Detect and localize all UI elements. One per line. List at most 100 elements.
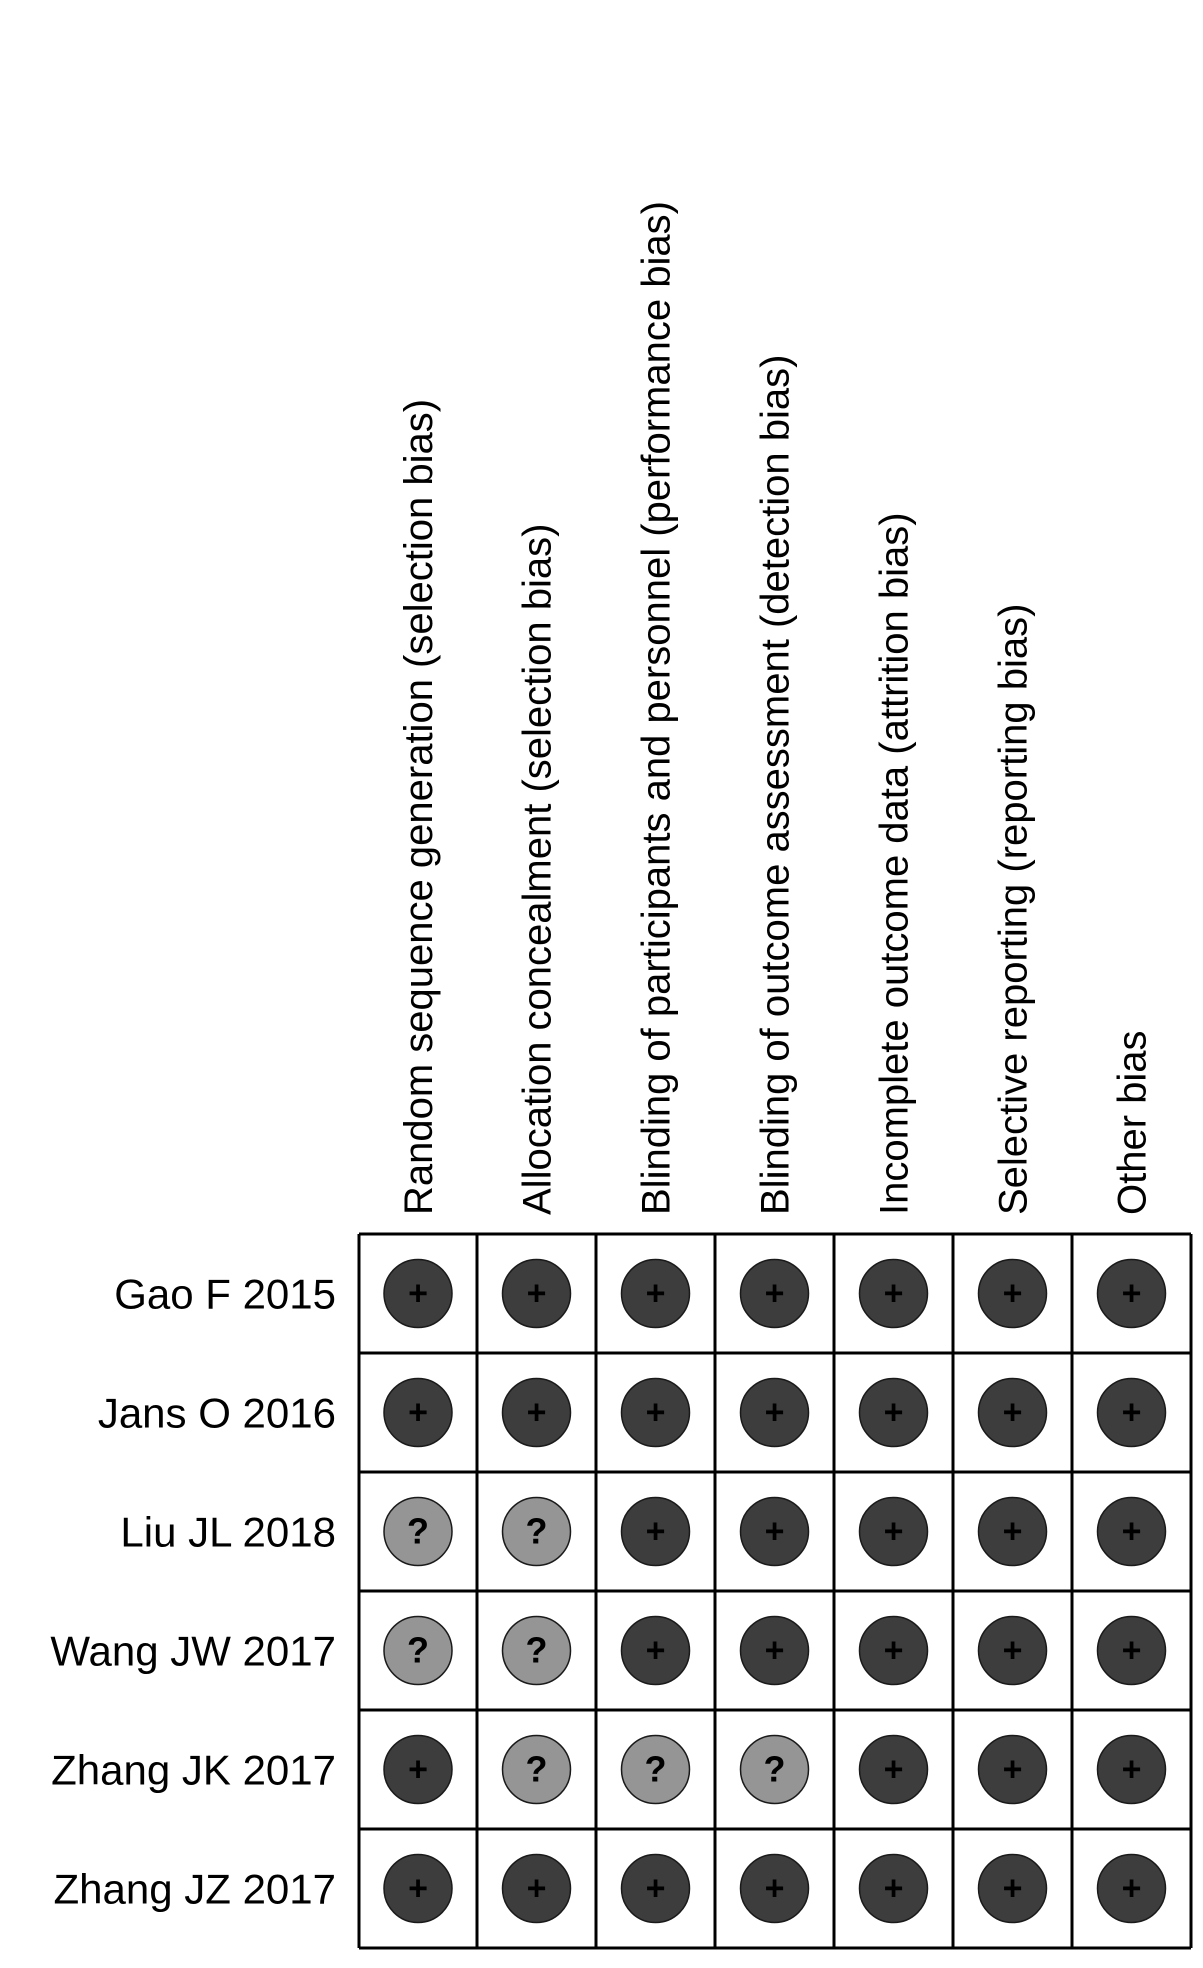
row-label-liu-jl-2018: Liu JL 2018 (120, 1509, 336, 1556)
low-risk-marker (858, 1258, 929, 1329)
column-header-4: Blinding of outcome assessment (detectio… (754, 355, 798, 1215)
low-risk-marker (620, 1377, 691, 1448)
judgement-symbol: + (884, 1632, 904, 1670)
judgement-symbol: + (1122, 1394, 1142, 1432)
cell-jans-o-2016-7: + (1096, 1377, 1167, 1448)
cell-zhang-jz-2017-3: + (620, 1853, 691, 1924)
cell-zhang-jz-2017-1: + (383, 1853, 453, 1924)
judgement-symbol: + (1003, 1394, 1023, 1432)
column-headers: Random sequence generation (selection bi… (397, 201, 1155, 1215)
grid-lines (357, 1232, 1193, 1950)
cell-jans-o-2016-4: + (739, 1377, 810, 1448)
cell-liu-jl-2018-5: + (858, 1496, 929, 1567)
unclear-risk-marker (501, 1734, 572, 1805)
row-labels: Gao F 2015 Jans O 2016 Liu JL 2018 Wang JW … (50, 1271, 336, 1913)
cell-jans-o-2016-5: + (858, 1377, 929, 1448)
low-risk-marker (977, 1496, 1048, 1567)
judgement-symbol: + (646, 1870, 666, 1908)
unclear-risk-marker (620, 1734, 691, 1805)
judgement-symbol: + (1122, 1632, 1142, 1670)
judgement-symbol: + (765, 1870, 785, 1908)
cell-zhang-jz-2017-4: + (739, 1853, 810, 1924)
cell-wang-jw-2017-6: + (977, 1615, 1048, 1686)
judgement-symbol: ? (526, 1630, 548, 1671)
cell-jans-o-2016-3: + (620, 1377, 691, 1448)
low-risk-marker (739, 1496, 810, 1567)
judgement-symbol: ? (407, 1630, 429, 1671)
low-risk-marker (739, 1258, 810, 1329)
judgement-symbol: + (765, 1513, 785, 1551)
cell-zhang-jk-2017-4: ? (739, 1734, 810, 1805)
judgement-symbol: + (527, 1275, 547, 1313)
low-risk-marker (620, 1496, 691, 1567)
judgement-symbol: + (646, 1513, 666, 1551)
column-header-2: Allocation concealment (selection bias) (516, 524, 560, 1215)
low-risk-marker (858, 1615, 929, 1686)
judgement-symbol: + (1122, 1751, 1142, 1789)
judgement-symbol: + (765, 1394, 785, 1432)
judgement-symbol: + (646, 1632, 666, 1670)
row-label-zhang-jz-2017: Zhang JZ 2017 (53, 1866, 336, 1913)
cell-zhang-jz-2017-2: + (501, 1853, 572, 1924)
judgement-symbol: + (765, 1632, 785, 1670)
low-risk-marker (739, 1853, 810, 1924)
low-risk-marker (858, 1853, 929, 1924)
cell-gao-f-2015-6: + (977, 1258, 1048, 1329)
unclear-risk-marker (383, 1615, 453, 1686)
cell-liu-jl-2018-7: + (1096, 1496, 1167, 1567)
cell-wang-jw-2017-3: + (620, 1615, 691, 1686)
cell-jans-o-2016-2: + (501, 1377, 572, 1448)
judgement-symbol: ? (526, 1511, 548, 1552)
judgement-symbol: + (646, 1394, 666, 1432)
judgement-cells: + + + + + + + + + + + + + +?? + + + + +?? + + + + + +??? + + + + + + + +… (383, 1258, 1167, 1924)
low-risk-marker (1096, 1734, 1167, 1805)
low-risk-marker (1096, 1496, 1167, 1567)
cell-zhang-jk-2017-3: ? (620, 1734, 691, 1805)
judgement-symbol: ? (764, 1749, 786, 1790)
judgement-symbol: + (884, 1394, 904, 1432)
judgement-symbol: + (408, 1394, 428, 1432)
judgement-symbol: + (1122, 1870, 1142, 1908)
cell-gao-f-2015-5: + (858, 1258, 929, 1329)
judgement-symbol: + (527, 1394, 547, 1432)
column-header-3: Blinding of participants and personnel (… (635, 201, 679, 1215)
cell-zhang-jk-2017-5: + (858, 1734, 929, 1805)
low-risk-marker (383, 1258, 453, 1329)
column-header-7: Other bias (1111, 1030, 1155, 1215)
judgement-symbol: + (1003, 1751, 1023, 1789)
judgement-symbol: + (1122, 1513, 1142, 1551)
unclear-risk-marker (383, 1496, 453, 1567)
low-risk-marker (977, 1853, 1048, 1924)
judgement-symbol: + (646, 1275, 666, 1313)
unclear-risk-marker (501, 1496, 572, 1567)
cell-wang-jw-2017-2: ? (501, 1615, 572, 1686)
low-risk-marker (977, 1615, 1048, 1686)
judgement-symbol: + (1003, 1632, 1023, 1670)
row-label-zhang-jk-2017: Zhang JK 2017 (51, 1747, 336, 1794)
judgement-symbol: + (884, 1751, 904, 1789)
judgement-symbol: ? (407, 1511, 429, 1552)
cell-zhang-jk-2017-1: + (383, 1734, 453, 1805)
cell-liu-jl-2018-4: + (739, 1496, 810, 1567)
judgement-symbol: + (527, 1870, 547, 1908)
row-label-wang-jw-2017: Wang JW 2017 (50, 1628, 336, 1675)
low-risk-marker (977, 1734, 1048, 1805)
cell-jans-o-2016-6: + (977, 1377, 1048, 1448)
judgement-symbol: + (408, 1275, 428, 1313)
low-risk-marker (1096, 1615, 1167, 1686)
low-risk-marker (620, 1853, 691, 1924)
cell-zhang-jz-2017-6: + (977, 1853, 1048, 1924)
row-label-gao-f-2015: Gao F 2015 (114, 1271, 336, 1318)
low-risk-marker (739, 1615, 810, 1686)
cell-jans-o-2016-1: + (383, 1377, 453, 1448)
low-risk-marker (739, 1377, 810, 1448)
judgement-symbol: ? (526, 1749, 548, 1790)
low-risk-marker (1096, 1377, 1167, 1448)
low-risk-marker (620, 1258, 691, 1329)
judgement-symbol: + (1122, 1275, 1142, 1313)
cell-liu-jl-2018-2: ? (501, 1496, 572, 1567)
judgement-symbol: + (408, 1751, 428, 1789)
cell-gao-f-2015-4: + (739, 1258, 810, 1329)
judgement-symbol: + (884, 1513, 904, 1551)
